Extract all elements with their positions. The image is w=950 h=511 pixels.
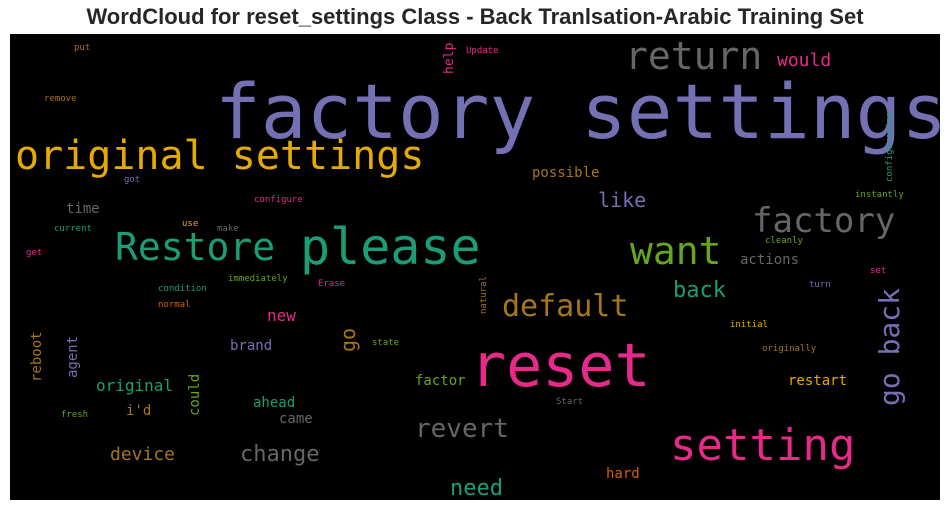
word-current: current [54,224,92,234]
word-revert: revert [415,414,509,444]
word-help: help [442,42,457,74]
word-brand: brand [230,338,273,354]
word-state: state [372,338,400,348]
word-remove: remove [44,94,77,104]
word-default: default [502,289,629,324]
word-factory: factory [752,201,896,241]
word-factor: factor [415,373,466,389]
word-cleanly: cleanly [765,236,803,246]
word-came: came [279,411,313,427]
word-return: return [625,34,763,78]
word-time: time [66,201,100,217]
word-need: need [450,476,503,500]
word-restore: Restore [115,225,276,269]
word-device: device [110,444,176,465]
word-update: Update [466,46,499,56]
word-ahead: ahead [253,395,296,411]
word-i-d: i'd [126,403,152,419]
word-normal: normal [158,300,191,310]
chart-title: WordCloud for reset_settings Class - Bac… [86,4,864,29]
word-instantly: instantly [855,190,904,200]
word-actions: actions [740,252,800,268]
word-change: change [240,442,320,467]
wordcloud-canvas: factory settings reset original settings pl… [10,34,940,500]
word-like: like [598,188,647,212]
word-factory-settings: factory settings [215,67,940,156]
word-would: would [777,50,832,71]
word-put: put [74,43,91,53]
word-original-settings: original settings [15,133,425,179]
word-originally: originally [762,344,817,354]
word-make: make [217,224,239,234]
word-reboot: reboot [29,331,45,382]
word-hard: hard [606,466,640,482]
word-new: new [267,306,296,325]
word-immediately: immediately [228,274,288,284]
word-get: get [26,248,43,258]
word-turn: turn [809,280,831,290]
word-set: set [870,266,887,276]
word-condition: condition [158,284,207,294]
word-reset: reset [470,331,651,401]
word-original: original [96,376,174,395]
word-agent: agent [65,335,81,378]
word-erase: Erase [318,279,346,289]
word-setting: setting [670,420,856,471]
word-possible: possible [532,165,600,181]
word-go-back: go back [873,287,906,406]
word-got: got [124,175,141,185]
word-initial: initial [730,320,768,330]
word-natural: natural [479,276,489,314]
word-start: Start [556,397,584,407]
word-use: use [182,219,199,229]
word-want: want [630,229,722,273]
word-configure: configure [254,195,303,205]
word-back: back [673,278,726,303]
word-restart: restart [788,373,848,389]
word-configuration: configuration [885,111,895,182]
word-go: go [336,327,360,352]
word-please: please [300,218,481,276]
word-fresh: fresh [61,410,89,420]
word-could: could [187,373,203,416]
